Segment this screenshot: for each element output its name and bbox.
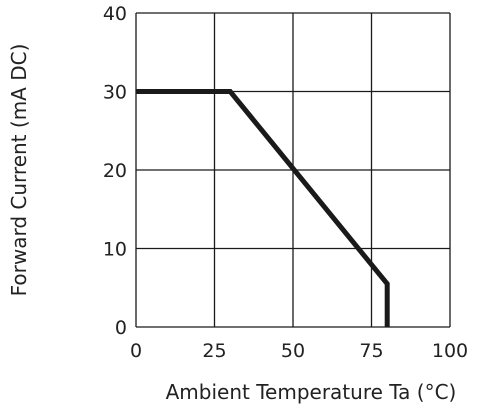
y-axis-title: Forward Current (mA DC) bbox=[7, 44, 31, 297]
y-tick-labels: 0 10 20 30 40 bbox=[103, 3, 127, 339]
y-tick-label-3: 30 bbox=[103, 82, 127, 104]
x-tick-label-1: 25 bbox=[202, 340, 226, 362]
x-tick-label-0: 0 bbox=[130, 340, 142, 362]
y-tick-label-1: 10 bbox=[103, 239, 127, 261]
y-tick-label-4: 40 bbox=[103, 3, 127, 25]
x-tick-label-2: 50 bbox=[281, 340, 305, 362]
grid bbox=[135, 12, 451, 328]
x-axis-title: Ambient Temperature Ta (°C) bbox=[166, 380, 457, 404]
x-tick-label-3: 75 bbox=[359, 340, 383, 362]
series-line-0 bbox=[136, 89, 390, 327]
y-tick-label-2: 20 bbox=[103, 160, 127, 182]
x-tick-labels: 0 25 50 75 100 bbox=[130, 340, 468, 362]
y-tick-label-0: 0 bbox=[115, 317, 127, 339]
x-tick-label-4: 100 bbox=[432, 340, 468, 362]
series-group bbox=[136, 89, 390, 327]
